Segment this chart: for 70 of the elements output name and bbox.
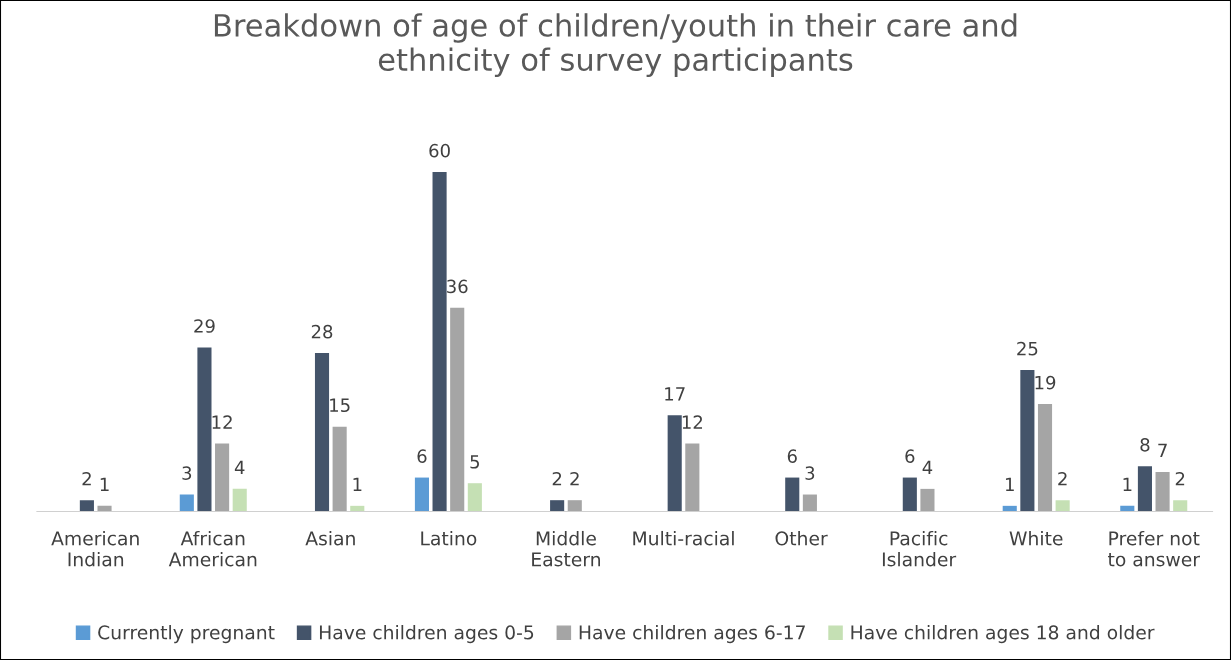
data-label: 7 — [1158, 443, 1167, 458]
data-label: 5 — [470, 455, 480, 469]
data-label: 12 — [682, 415, 703, 429]
bar — [450, 307, 465, 512]
bar — [802, 494, 817, 512]
bar — [215, 443, 230, 512]
bar — [1037, 404, 1053, 512]
legend-label: Have children ages 0-5 — [319, 624, 534, 644]
data-label: 1 — [100, 477, 109, 491]
bar — [467, 483, 482, 512]
data-label: 6 — [905, 449, 915, 463]
data-label: 2 — [1175, 471, 1185, 486]
bar — [667, 415, 682, 512]
x-tick-label: Other — [775, 530, 828, 546]
data-label: 2 — [1058, 471, 1067, 486]
data-label: 12 — [212, 415, 232, 429]
data-label: 3 — [182, 466, 192, 480]
bar — [414, 477, 429, 512]
bar — [97, 505, 112, 512]
bar — [197, 347, 212, 512]
data-label: 60 — [429, 143, 450, 158]
data-label: 2 — [552, 471, 562, 486]
data-label: 28 — [311, 324, 333, 339]
data-label: 4 — [234, 460, 245, 475]
data-label: 15 — [330, 398, 350, 413]
x-tick-label: African American — [168, 530, 257, 567]
data-label: 1 — [1123, 477, 1132, 491]
x-tick-label: Prefer not to answer — [1108, 530, 1201, 567]
legend-label: Currently pregnant — [98, 624, 275, 644]
data-label: 36 — [447, 279, 468, 294]
x-tick-label: American Indian — [51, 530, 139, 567]
x-tick-label: Asian — [305, 530, 355, 546]
data-label: 1 — [1005, 477, 1014, 491]
bar — [232, 488, 247, 512]
data-label: 2 — [82, 471, 91, 486]
data-label: 3 — [805, 466, 815, 480]
bar — [550, 500, 565, 512]
legend-label: Have children ages 18 and older — [851, 624, 1155, 644]
legend-label: Have children ages 6-17 — [579, 624, 805, 644]
x-tick-label: Latino — [421, 530, 477, 546]
data-label: 4 — [922, 460, 933, 475]
bar — [920, 488, 935, 512]
bar — [902, 477, 917, 512]
bar — [314, 353, 330, 512]
bar — [1173, 500, 1188, 512]
chart-title: Breakdown of age of children/youth in their care and ethnicity of survey participants — [214, 13, 1017, 77]
bar — [179, 494, 194, 512]
data-label: 8 — [1140, 437, 1150, 452]
bar — [432, 172, 447, 512]
data-label: 19 — [1035, 375, 1056, 390]
x-tick-label: Multi-racial — [633, 530, 734, 546]
bar — [1055, 500, 1070, 512]
bar — [785, 477, 800, 512]
bar — [1155, 471, 1170, 512]
bar — [1137, 466, 1152, 512]
x-tick-label: White — [1009, 530, 1063, 546]
data-label: 29 — [194, 319, 215, 333]
bar — [567, 500, 582, 512]
bar — [79, 500, 94, 512]
data-label: 25 — [1017, 341, 1038, 356]
data-label: 2 — [570, 471, 579, 486]
data-label: 6 — [417, 449, 427, 463]
x-tick-label: Pacific Islander — [882, 530, 957, 567]
x-tick-label: Middle Eastern — [532, 530, 600, 567]
data-label: 17 — [665, 387, 685, 401]
data-label: 6 — [787, 449, 797, 463]
bar — [685, 443, 700, 512]
bar — [332, 426, 347, 512]
data-label: 1 — [353, 477, 362, 491]
bar — [1020, 370, 1035, 512]
